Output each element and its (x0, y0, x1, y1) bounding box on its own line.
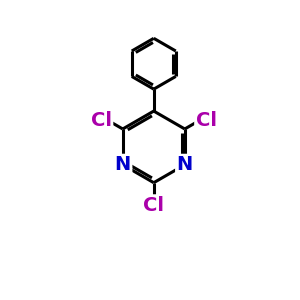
Text: N: N (177, 155, 193, 174)
Text: Cl: Cl (196, 111, 217, 130)
Text: N: N (115, 155, 131, 174)
Text: Cl: Cl (143, 196, 164, 215)
Text: Cl: Cl (91, 111, 112, 130)
